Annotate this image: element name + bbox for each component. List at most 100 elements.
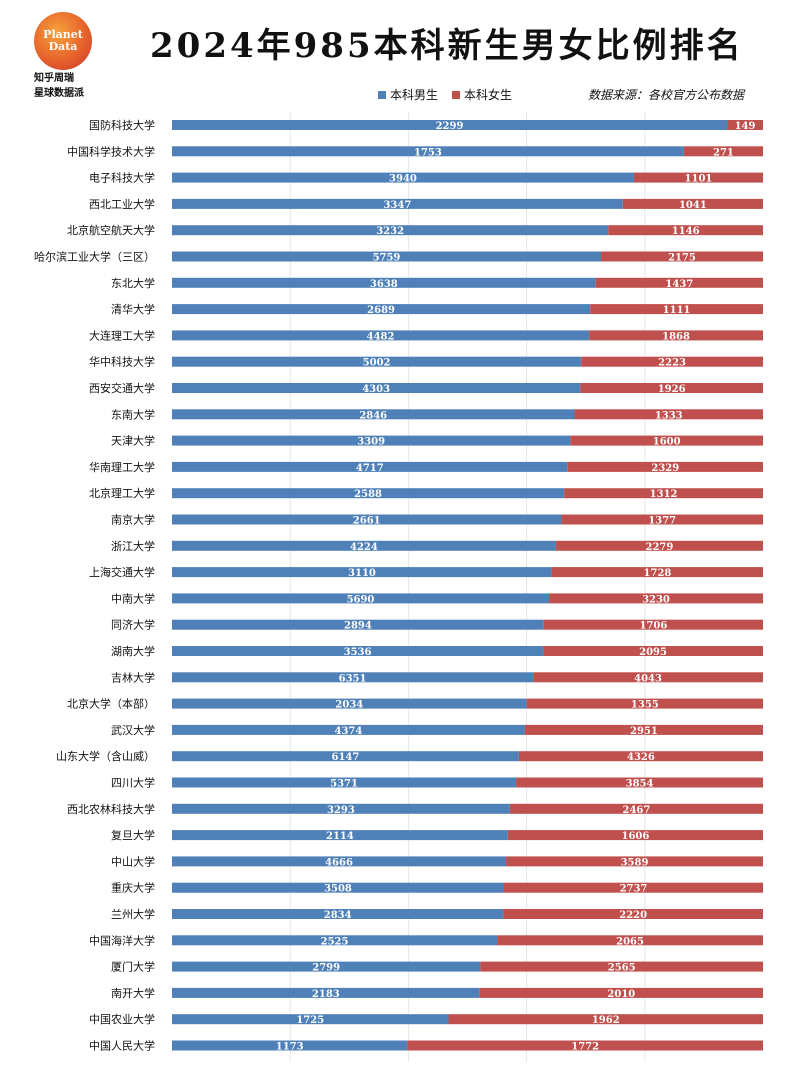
bar-male	[172, 120, 728, 130]
data-label-female: 1333	[655, 410, 683, 421]
bar-female	[516, 777, 763, 788]
legend-label-male: 本科男生	[390, 88, 439, 102]
bar-male	[172, 987, 480, 998]
data-label-male: 1173	[276, 1042, 304, 1053]
data-label-male: 1753	[414, 147, 442, 158]
data-label-male: 2846	[359, 410, 387, 421]
bar-female	[600, 251, 763, 262]
bar-female	[608, 225, 763, 236]
category-label: 中国人民大学	[89, 1039, 155, 1053]
category-label: 哈尔滨工业大学（三区）	[34, 250, 155, 264]
data-label-male: 3638	[370, 279, 398, 290]
bar-male	[172, 146, 684, 157]
data-label-female: 1868	[662, 331, 690, 342]
category-label: 北京理工大学	[89, 486, 155, 500]
data-label-female: 2467	[623, 805, 651, 816]
data-label-male: 3536	[344, 647, 372, 658]
data-label-female: 1962	[592, 1015, 620, 1026]
legend-swatch-female	[452, 90, 461, 99]
legend: 本科男生 本科女生	[378, 86, 512, 103]
data-label-female: 1146	[672, 226, 700, 237]
category-label: 中山大学	[111, 854, 155, 868]
category-label: 西安交通大学	[89, 381, 155, 395]
bar-female	[570, 435, 763, 446]
bar-female	[590, 304, 763, 315]
data-label-female: 1437	[665, 279, 693, 290]
bar-male	[172, 619, 544, 630]
data-label-male: 2834	[324, 910, 352, 921]
data-label-male: 3309	[357, 437, 385, 448]
bar-male	[172, 540, 556, 551]
logo-line1: Planet	[43, 28, 83, 41]
bar-male	[172, 330, 590, 341]
planet-data-logo: Planet Data	[34, 12, 92, 70]
category-label: 复旦大学	[111, 828, 155, 842]
bar-female	[497, 935, 763, 946]
data-label-male: 2689	[367, 305, 395, 316]
category-label: 清华大学	[111, 302, 155, 316]
bar-male	[172, 383, 581, 393]
data-label-male: 5002	[363, 358, 391, 369]
data-label-female: 3589	[621, 857, 649, 868]
bar-female	[581, 356, 763, 367]
category-label: 北京大学（本部）	[67, 697, 155, 711]
data-label-male: 3293	[327, 805, 355, 816]
bar-female	[595, 277, 763, 288]
bar-female	[543, 619, 763, 630]
data-label-male: 3347	[383, 200, 411, 211]
data-label-male: 3940	[389, 174, 417, 185]
data-label-male: 4224	[350, 542, 378, 553]
data-label-female: 4043	[634, 673, 662, 684]
bar-male	[172, 198, 623, 209]
data-label-female: 1355	[631, 700, 659, 711]
data-label-female: 1926	[658, 384, 686, 395]
bar-female	[506, 856, 763, 867]
category-label: 南京大学	[111, 513, 155, 527]
data-label-female: 2223	[658, 358, 686, 369]
category-label: 北京航空航天大学	[67, 223, 155, 237]
bar-male	[172, 698, 527, 709]
data-label-female: 2175	[668, 253, 696, 264]
bar-male	[172, 567, 552, 578]
data-label-female: 1041	[679, 200, 707, 211]
bar-male	[172, 672, 534, 683]
data-source: 数据来源：各校官方公布数据	[588, 88, 745, 102]
bar-female	[503, 909, 763, 919]
category-label: 吉林大学	[111, 670, 155, 684]
category-label: 中国海洋大学	[89, 933, 155, 947]
data-label-female: 3854	[626, 779, 654, 790]
legend-label-female: 本科女生	[464, 88, 513, 102]
data-label-male: 2894	[344, 621, 372, 632]
bar-male	[172, 777, 517, 788]
category-label: 山东大学（含山威）	[56, 749, 155, 763]
data-label-female: 1312	[650, 489, 678, 500]
bar-female	[622, 198, 763, 209]
category-label: 东北大学	[111, 276, 155, 290]
category-label: 东南大学	[111, 407, 155, 421]
category-label: 中国农业大学	[89, 1012, 155, 1026]
bar-male	[172, 803, 510, 814]
data-label-male: 3110	[348, 568, 376, 579]
bar-male	[172, 488, 565, 499]
bar-male	[172, 172, 634, 183]
bar-female	[448, 1014, 763, 1025]
data-label-male: 4374	[335, 726, 363, 737]
legend-item-male: 本科男生	[378, 86, 438, 103]
data-label-female: 3230	[642, 594, 670, 605]
data-label-female: 2065	[616, 936, 644, 947]
category-label: 兰州大学	[111, 907, 155, 921]
data-label-male: 2183	[312, 989, 340, 1000]
category-label: 国防科技大学	[89, 118, 155, 132]
category-label: 南开大学	[111, 986, 155, 1000]
bar-female	[548, 593, 763, 604]
bar-male	[172, 935, 498, 946]
data-label-female: 1600	[653, 437, 681, 448]
category-label: 同济大学	[111, 618, 155, 632]
bar-female	[580, 383, 763, 393]
legend-swatch-male	[378, 90, 386, 99]
logo-sub2: 星球数据派	[34, 88, 84, 99]
data-label-male: 3508	[324, 884, 352, 895]
category-label: 华中科技大学	[89, 355, 155, 369]
data-label-female: 2565	[608, 963, 636, 974]
data-label-male: 6147	[332, 752, 360, 763]
